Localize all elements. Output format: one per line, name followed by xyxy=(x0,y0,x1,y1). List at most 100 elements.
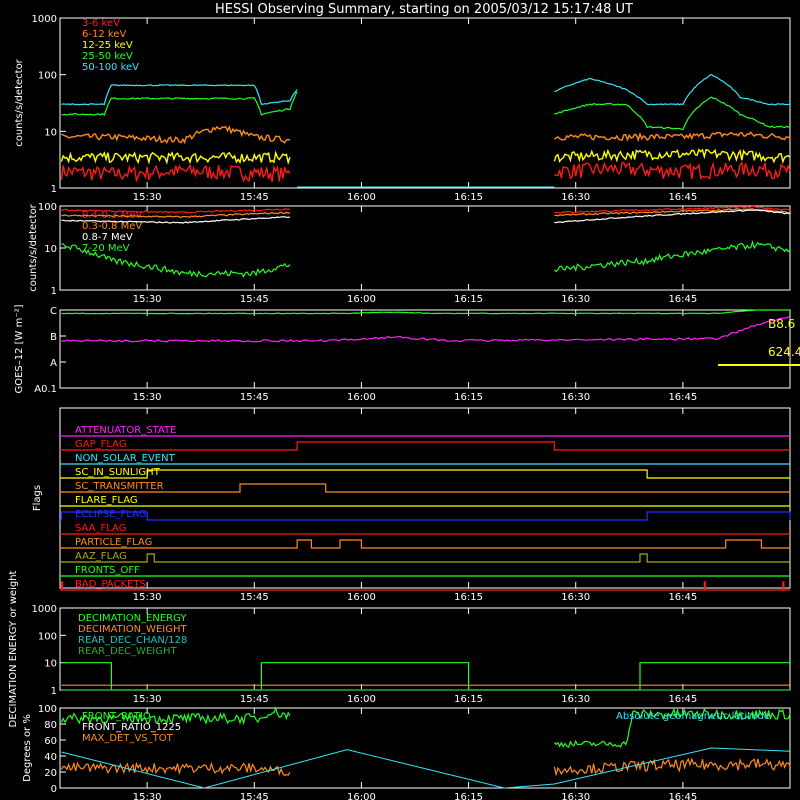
panel5-xtick-label: 16:45 xyxy=(668,694,697,705)
panel3-xtick-label: 16:15 xyxy=(454,392,483,403)
panel1-xtick-label: 16:45 xyxy=(668,192,697,203)
panel2-series-2-line xyxy=(61,216,291,224)
panel5-legend-item: REAR_DEC_CHAN/128 xyxy=(78,635,187,646)
panel1-frame xyxy=(59,17,791,189)
panel3-ytick-label: A0.1 xyxy=(34,384,57,395)
panel2-xtick-label: 16:45 xyxy=(668,294,697,305)
panel3-ytick-label: C xyxy=(50,306,57,317)
panel1-legend-item: 50-100 keV xyxy=(82,62,139,73)
panel5-xtick-label: 16:15 xyxy=(454,694,483,705)
panel6-ytick-label: 40 xyxy=(44,752,57,763)
panel5-ytick-label: 1000 xyxy=(32,604,57,615)
panel3-goes-series-0-line xyxy=(61,309,790,315)
flag-label: PARTICLE_FLAG xyxy=(75,537,152,548)
flag-particle-flag-line xyxy=(60,539,790,549)
panel6-xtick-label: 16:45 xyxy=(668,792,697,800)
panel1-ytick-label: 10 xyxy=(44,127,57,138)
panel3-ytick-label: A xyxy=(50,358,57,369)
panel6-legend-item: Absolute geomagnetic latitude xyxy=(616,711,770,722)
panel6-xtick-label: 16:30 xyxy=(561,792,590,800)
panel1-xtick-label: 15:30 xyxy=(133,192,162,203)
flag-sc-transmitter-line xyxy=(60,483,790,493)
panel1-series-1-line xyxy=(61,125,291,145)
panel2-series-1-line xyxy=(61,211,291,219)
panel2-series-3-line xyxy=(61,243,291,278)
panel6-ytick-label: 80 xyxy=(44,720,57,731)
panel2-legend-item: 7-20 MeV xyxy=(82,243,130,254)
flag-eclipse-flag-line xyxy=(60,511,791,521)
panel6-xtick-label: 16:15 xyxy=(454,792,483,800)
panel6-legend-item: FRONT_RATIO xyxy=(82,711,151,722)
flag-label: BAD_PACKETS xyxy=(75,579,146,590)
panel1-legend-item: 25-50 keV xyxy=(82,51,133,62)
panel1-series-0-line xyxy=(554,161,791,180)
panel5-legend-item: REAR_DEC_WEIGHT xyxy=(78,646,177,657)
panel5-xtick-label: 16:00 xyxy=(347,694,376,705)
panel4-xtick-label: 16:15 xyxy=(454,592,483,603)
panel3-xtick-label: 15:45 xyxy=(240,392,269,403)
panel2-ytick-label: 10 xyxy=(44,244,57,255)
flag-label: SC_TRANSMITTER xyxy=(75,481,164,492)
panel6-series-3-line xyxy=(61,747,791,789)
panel1-series-4-line xyxy=(61,84,298,106)
panel4-frame xyxy=(59,407,791,589)
panel2-series-2-line xyxy=(554,209,791,224)
panel2-legend-item: 0.8-7 MeV xyxy=(82,232,133,243)
panel6-legend-item: MAX_DET_VS_TOT xyxy=(82,733,174,744)
flag-label: FRONTS_OFF xyxy=(75,565,140,576)
panel4-ylabel: Flags xyxy=(32,485,43,511)
chart-panels: 15:30 15:45 16:00 16:15 16:30 16:451101001000… xyxy=(8,14,800,800)
panel4-xtick-label: 16:45 xyxy=(668,592,697,603)
panel2-series-0-line xyxy=(554,205,791,214)
panel6-xtick-label: 16:00 xyxy=(347,792,376,800)
panel2-xtick-label: 16:15 xyxy=(454,294,483,305)
panel3-goes-series-1-line xyxy=(61,315,791,343)
panel5-xtick-label: 15:30 xyxy=(133,694,162,705)
panel1-legend-item: 6-12 keV xyxy=(82,29,126,40)
panel2-series-1-line xyxy=(554,207,791,217)
flag-label: NON_SOLAR_EVENT xyxy=(75,453,176,464)
panel6-series-0-line xyxy=(60,706,291,726)
panel5-series-0-line xyxy=(61,662,790,691)
panel3-annotation: 624.4 xyxy=(768,345,800,359)
panel2-ytick-label: 100 xyxy=(38,202,57,213)
panel1-series-2-line xyxy=(553,148,791,165)
panel4-xtick-label: 15:45 xyxy=(240,592,269,603)
panel1-ytick-label: 1 xyxy=(51,184,57,195)
panel4-xtick-label: 16:30 xyxy=(561,592,590,603)
panel1-ylabel: counts/s/detector xyxy=(14,58,25,146)
panel3-xtick-label: 16:00 xyxy=(347,392,376,403)
panel6-ytick-label: 100 xyxy=(38,704,57,715)
panel1-xtick-label: 16:00 xyxy=(347,192,376,203)
panel6-series-2-line xyxy=(553,757,791,777)
panel2-frame xyxy=(59,205,791,291)
panel2-legend-item: 0.3-0.8 MeV xyxy=(82,221,142,232)
panel1-series-1-line xyxy=(553,131,791,143)
panel6-ytick-label: 0 xyxy=(51,784,57,795)
flag-gap-flag-line xyxy=(60,441,790,451)
panel1-series-0-line xyxy=(60,163,291,183)
panel4-xtick-label: 15:30 xyxy=(133,592,162,603)
flag-sc-in-sunlight-line xyxy=(60,469,790,479)
panel2-legend-item: 0.4-0.3 MeV xyxy=(82,210,142,221)
panel5-xtick-label: 15:45 xyxy=(240,694,269,705)
flag-label: SAA_FLAG xyxy=(75,523,126,534)
panel5-ytick-label: 1 xyxy=(51,686,57,697)
panel1-series-2-line xyxy=(60,150,291,166)
flag-label: ATTENUATOR_STATE xyxy=(75,425,176,436)
panel3-xtick-label: 16:30 xyxy=(561,392,590,403)
panel1-xtick-label: 16:30 xyxy=(561,192,590,203)
panel2-xtick-label: 15:30 xyxy=(133,294,162,305)
panel2-series-0-line xyxy=(61,208,291,214)
flag-label: AAZ_FLAG xyxy=(75,551,127,562)
panel5-ytick-label: 100 xyxy=(38,631,57,642)
chart-title: HESSI Observing Summary, starting on 200… xyxy=(215,2,633,17)
flag-label: GAP_FLAG xyxy=(75,439,127,450)
panel6-xtick-label: 15:30 xyxy=(133,792,162,800)
panel1-series-4-line xyxy=(554,73,791,106)
panel6-series-2-line xyxy=(60,761,291,777)
panel1-legend-item: 3-6 keV xyxy=(82,18,120,29)
panel1-series-3-line xyxy=(61,91,298,116)
